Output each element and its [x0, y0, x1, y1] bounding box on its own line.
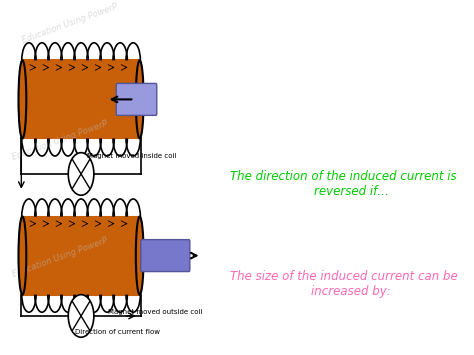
FancyBboxPatch shape: [141, 240, 190, 272]
FancyBboxPatch shape: [116, 83, 157, 115]
Text: Direction of current flow: Direction of current flow: [75, 329, 160, 335]
Text: 2/22/20: 2/22/20: [431, 11, 469, 21]
Text: Magnet moved outside coil: Magnet moved outside coil: [109, 309, 203, 315]
Bar: [22, 217, 140, 295]
Text: Education Using PowerP: Education Using PowerP: [10, 236, 109, 279]
Text: Education Using PowerP: Education Using PowerP: [21, 2, 119, 45]
Text: Magnet moved inside coil: Magnet moved inside coil: [88, 153, 177, 159]
Text: Education Using PowerP: Education Using PowerP: [10, 119, 109, 162]
Text: 2)  Increasing the magnet strength: 2) Increasing the magnet strength: [234, 337, 429, 347]
Ellipse shape: [136, 217, 144, 295]
Text: 1)  Increasing the speed of movement: 1) Increasing the speed of movement: [234, 305, 447, 315]
Ellipse shape: [18, 60, 26, 138]
Text: 2)  The other pole is inserted first: 2) The other pole is inserted first: [234, 238, 420, 248]
Circle shape: [68, 295, 94, 337]
Ellipse shape: [18, 217, 26, 295]
Text: 1)  The magnet is moved in the opposite
    direction: 1) The magnet is moved in the opposite d…: [234, 206, 461, 228]
Circle shape: [68, 153, 94, 195]
Text: The direction of the induced current is
    reversed if…: The direction of the induced current is …: [230, 170, 457, 198]
Text: The size of the induced current can be
    increased by:: The size of the induced current can be i…: [230, 270, 457, 298]
Ellipse shape: [136, 60, 144, 138]
Bar: [22, 60, 140, 138]
Text: Electromagnetic
induction – the
“generator effect”: Electromagnetic induction – the “generat…: [211, 60, 474, 140]
